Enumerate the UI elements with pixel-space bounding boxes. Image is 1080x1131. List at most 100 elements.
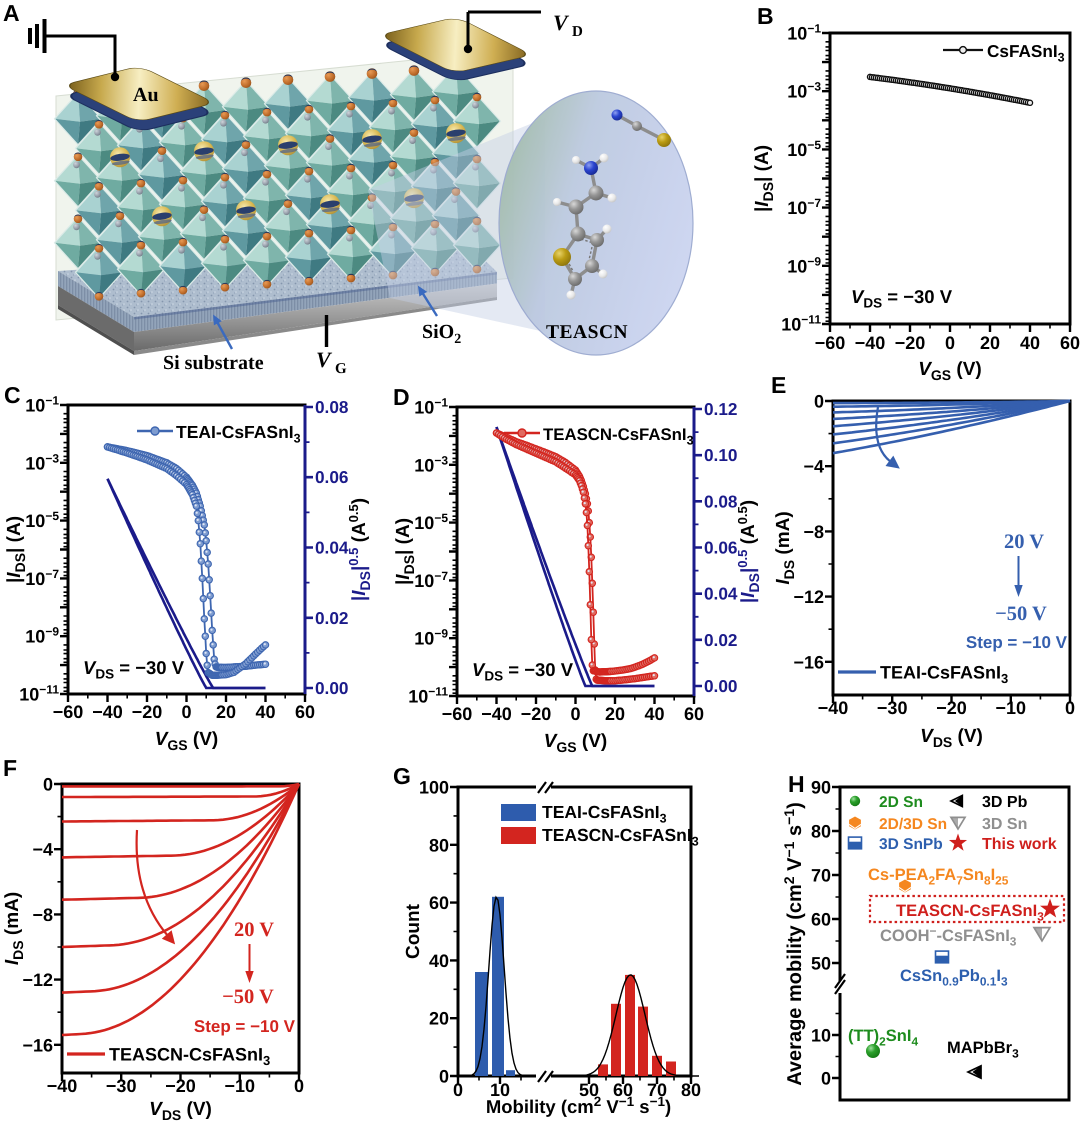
svg-text:0.04: 0.04 [315, 538, 349, 558]
svg-text:D: D [393, 384, 410, 410]
svg-text:60: 60 [295, 702, 315, 722]
svg-text:20: 20 [216, 702, 236, 722]
svg-text:0: 0 [945, 333, 955, 353]
svg-text:50: 50 [579, 1080, 599, 1100]
svg-text:40: 40 [429, 951, 449, 971]
svg-text:TEAI-CsFASnI3: TEAI-CsFASnI3 [542, 802, 667, 826]
svg-text:TEASCN-CsFASnI3: TEASCN-CsFASnI3 [543, 425, 694, 448]
svg-text:−10: −10 [225, 1076, 256, 1096]
svg-text:60: 60 [811, 910, 831, 930]
svg-text:VGS (V): VGS (V) [544, 731, 608, 755]
svg-text:60: 60 [429, 893, 449, 913]
svg-text:−20: −20 [895, 333, 926, 353]
svg-text:|IDS|0.5 (A0.5): |IDS|0.5 (A0.5) [735, 500, 762, 603]
svg-text:80: 80 [811, 822, 831, 842]
svg-text:VDS = −30 V: VDS = −30 V [83, 657, 185, 682]
svg-text:−16: −16 [793, 652, 824, 672]
svg-text:−40: −40 [855, 333, 886, 353]
svg-text:70: 70 [811, 866, 831, 886]
svg-text:−30: −30 [106, 1076, 137, 1096]
svg-text:IDS (mA): IDS (mA) [2, 892, 26, 965]
svg-text:0.06: 0.06 [704, 538, 737, 558]
svg-text:0: 0 [570, 704, 580, 724]
svg-text:0.04: 0.04 [704, 584, 738, 604]
svg-text:(TT)2​SnI4​: (TT)2​SnI4​ [848, 1027, 918, 1049]
svg-text:V: V [316, 347, 333, 372]
svg-text:−10: −10 [996, 698, 1027, 718]
svg-text:50: 50 [811, 954, 831, 974]
svg-text:0.08: 0.08 [704, 491, 738, 511]
svg-text:TEASCN-CsFASnI3: TEASCN-CsFASnI3 [542, 825, 699, 849]
svg-text:0: 0 [181, 702, 191, 722]
svg-text:Step = −10 V: Step = −10 V [966, 633, 1068, 652]
svg-text:20 V: 20 V [1004, 531, 1044, 553]
svg-text:VDS (V): VDS (V) [920, 726, 983, 750]
svg-text:80: 80 [681, 1080, 701, 1100]
svg-text:VGS (V): VGS (V) [155, 729, 219, 753]
svg-text:−20: −20 [521, 704, 552, 724]
svg-text:−50 V: −50 V [222, 986, 274, 1008]
svg-text:−20: −20 [936, 698, 967, 718]
svg-text:60: 60 [1060, 333, 1080, 353]
svg-text:|IDS| (A): |IDS| (A) [4, 516, 28, 583]
svg-text:Si substrate: Si substrate [163, 352, 264, 374]
svg-text:Mobility (cm2 V−1 s−1): Mobility (cm2 V−1 s−1) [486, 1094, 671, 1117]
svg-text:0: 0 [294, 1076, 304, 1096]
svg-text:0.08: 0.08 [315, 397, 349, 417]
svg-text:B: B [757, 3, 774, 29]
svg-text:−50 V: −50 V [995, 603, 1047, 625]
svg-text:VDS = −30 V: VDS = −30 V [472, 659, 574, 684]
svg-text:−12: −12 [793, 587, 824, 607]
svg-text:VDS (V): VDS (V) [149, 1099, 212, 1123]
svg-text:3D Pb: 3D Pb [982, 794, 1028, 811]
svg-text:TEASCN-CsFASnI3: TEASCN-CsFASnI3 [109, 1045, 270, 1069]
svg-text:MAPbBr3​: MAPbBr3​ [947, 1039, 1019, 1061]
svg-text:−16: −16 [22, 1035, 53, 1055]
svg-text:−4: −4 [32, 840, 53, 860]
svg-text:−8: −8 [803, 522, 824, 542]
svg-text:Cs-PEA2​FA7​Sn8​I25​: Cs-PEA2​FA7​Sn8​I25​ [868, 866, 1009, 888]
svg-text:F: F [3, 755, 17, 781]
svg-text:0: 0 [453, 1080, 463, 1100]
svg-text:40: 40 [1020, 333, 1040, 353]
svg-text:Au: Au [133, 84, 159, 106]
svg-text:A: A [3, 0, 20, 26]
svg-text:−8: −8 [32, 905, 53, 925]
svg-text:0.02: 0.02 [315, 608, 348, 628]
svg-text:TEASCN-CsFASnI3​: TEASCN-CsFASnI3​ [896, 902, 1044, 924]
svg-text:−20: −20 [165, 1076, 196, 1096]
svg-text:2D Sn: 2D Sn [879, 794, 923, 811]
svg-text:|IDS| (A): |IDS| (A) [393, 518, 417, 585]
svg-text:D: D [572, 24, 583, 40]
svg-text:3D SnPb: 3D SnPb [879, 836, 943, 853]
svg-text:90: 90 [811, 778, 831, 798]
svg-text:CsSn0.9​Pb0.1​I3​: CsSn0.9​Pb0.1​I3​ [900, 967, 1008, 989]
svg-text:TEAI-CsFASnI3: TEAI-CsFASnI3 [880, 663, 1008, 687]
svg-text:G: G [335, 361, 347, 377]
svg-text:80: 80 [429, 835, 449, 855]
svg-text:0: 0 [1065, 698, 1075, 718]
svg-text:TEAI-CsFASnI3: TEAI-CsFASnI3 [176, 422, 301, 446]
svg-text:−40: −40 [47, 1076, 78, 1096]
svg-text:IDS (mA): IDS (mA) [773, 511, 797, 584]
svg-text:20 V: 20 V [234, 919, 274, 941]
svg-text:V: V [553, 10, 570, 35]
svg-text:−40: −40 [818, 698, 849, 718]
svg-text:COOH−​-CsFASnI3​: COOH−​-CsFASnI3​ [880, 924, 1017, 949]
svg-text:0.06: 0.06 [315, 467, 348, 487]
svg-text:VDS = −30 V: VDS = −30 V [851, 286, 953, 311]
svg-text:0: 0 [821, 1069, 831, 1089]
svg-text:2D/3D Sn: 2D/3D Sn [879, 816, 947, 833]
svg-text:0.00: 0.00 [704, 676, 737, 696]
svg-text:This work: This work [982, 836, 1057, 853]
svg-text:−20: −20 [132, 702, 163, 722]
svg-text:−4: −4 [803, 457, 824, 477]
svg-text:H: H [788, 771, 805, 797]
svg-text:10: 10 [490, 1080, 510, 1100]
svg-text:40: 40 [255, 702, 275, 722]
svg-text:TEASCN: TEASCN [546, 322, 628, 343]
svg-text:0.00: 0.00 [315, 678, 348, 698]
svg-text:−60: −60 [442, 704, 473, 724]
svg-text:60: 60 [613, 1080, 633, 1100]
svg-text:|IDS| (A): |IDS| (A) [752, 145, 776, 212]
